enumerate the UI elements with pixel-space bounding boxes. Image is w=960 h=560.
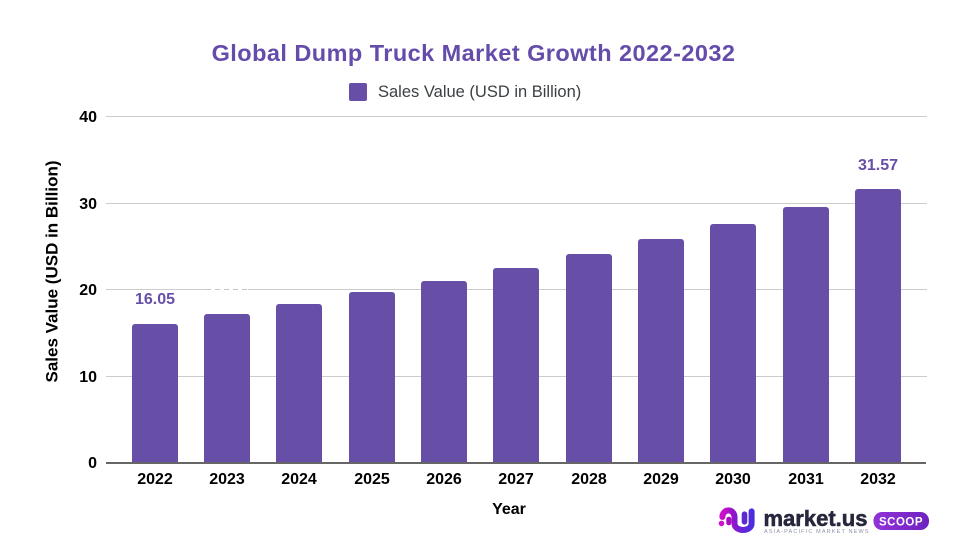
svg-text:market.us: market.us <box>764 506 868 531</box>
svg-text:SCOOP: SCOOP <box>879 516 923 528</box>
svg-text:ASIA-PACIFIC MARKET NEWS: ASIA-PACIFIC MARKET NEWS <box>764 529 870 535</box>
